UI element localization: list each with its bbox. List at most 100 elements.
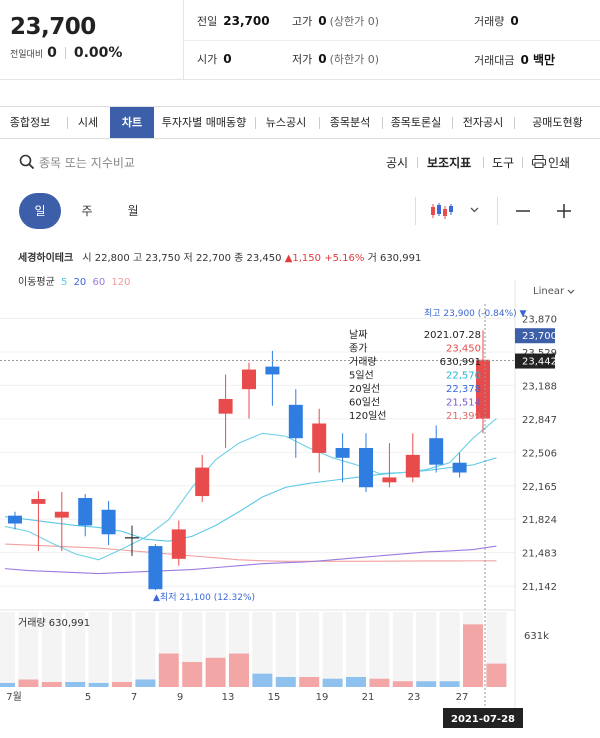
volume-bar <box>65 681 86 687</box>
chevron-down-icon[interactable] <box>470 207 479 213</box>
volume-bar <box>275 676 296 687</box>
tools-button[interactable]: 도구 <box>492 156 515 170</box>
tooltip-value: 21,399 <box>446 411 481 422</box>
candlestick-chart-type-icon[interactable] <box>430 201 454 221</box>
candle-body <box>125 537 139 539</box>
volume-bar <box>439 681 460 687</box>
volume-bar <box>158 653 179 687</box>
tooltip-key: 5일선 <box>349 370 374 382</box>
volume-bg <box>112 612 132 682</box>
volume-bg <box>182 612 203 662</box>
y-tick-label: 22,847 <box>522 415 557 426</box>
period-month-button[interactable]: 월 <box>127 204 139 218</box>
volume-bg <box>205 612 226 658</box>
volume-bg <box>158 612 179 654</box>
ma5-label: 5 <box>61 277 68 288</box>
volume-axis-label: 631k <box>524 631 549 642</box>
volume-bar <box>369 678 390 687</box>
candle-body <box>148 546 163 590</box>
tab-investor-trading[interactable]: 투자자별 매매동향 <box>161 116 247 129</box>
candle-body <box>31 498 46 504</box>
candle-body <box>476 359 490 419</box>
current-price-tag-bg <box>515 328 555 344</box>
x-tick-label: 7 <box>131 692 137 703</box>
volume-bg <box>392 612 413 682</box>
volume-bg <box>41 612 62 682</box>
tab-summary[interactable]: 종합정보 <box>9 116 51 129</box>
moving-average-legend[interactable]: 이동평균 5 20 60 120 <box>18 273 131 288</box>
zoom-in-icon[interactable] <box>556 203 572 219</box>
price-info-row: 세경하이테크 시 22,800 고 23,750 저 22,700 종 23,4… <box>18 253 422 264</box>
y-tick-label: 22,506 <box>522 448 557 459</box>
candle-body <box>429 438 444 465</box>
ma20-label: 20 <box>73 277 87 288</box>
volume-bar <box>41 681 62 687</box>
period-week-button[interactable]: 주 <box>81 204 93 218</box>
tooltip-key: 20일선 <box>349 383 380 395</box>
search-input[interactable]: 종목 또는 지수비교 <box>39 156 135 170</box>
print-button[interactable]: 인쇄 <box>548 156 571 170</box>
disclosure-button[interactable]: 공시 <box>386 156 409 170</box>
period-day-button[interactable]: 일 <box>19 193 61 229</box>
volume-label: 거래량 630,991 <box>18 617 90 629</box>
tab-chart[interactable]: 차트 <box>110 107 154 138</box>
volume-bar <box>463 624 483 687</box>
tab-disclosure[interactable]: 전자공시 <box>462 116 504 129</box>
prev-close: 전일 23,700 <box>197 14 270 28</box>
volume-bar <box>112 681 132 687</box>
info-change-pct: +5.16% <box>324 253 365 264</box>
volume-bar <box>416 681 437 687</box>
info-close: 23,450 <box>246 253 282 264</box>
tab-quotes[interactable]: 시세 <box>77 116 99 129</box>
ma5-line <box>4 418 497 561</box>
candle-body <box>54 511 69 518</box>
min-price-marker: ▲최저 21,100 (12.32%) <box>153 592 255 603</box>
indicators-button[interactable]: 보조지표 <box>427 156 472 170</box>
date-tag: 2021-07-28 <box>451 714 515 725</box>
volume-bg <box>0 612 15 683</box>
candle-body <box>312 423 327 453</box>
volume-bg <box>416 612 437 682</box>
change-label: 전일대비 <box>10 49 44 60</box>
candle-body <box>452 462 467 473</box>
search-icon[interactable] <box>19 154 35 170</box>
candle-body <box>8 515 22 524</box>
zoom-out-icon[interactable] <box>515 203 531 219</box>
candle-body <box>171 529 186 559</box>
x-tick-label: 7월 <box>6 691 22 703</box>
volume-bar <box>88 682 109 687</box>
volume-bg <box>18 612 39 680</box>
info-high: 23,750 <box>145 253 181 264</box>
volume-bg <box>369 612 390 679</box>
print-icon[interactable] <box>532 155 546 168</box>
tooltip-value: 22,570 <box>446 371 481 382</box>
y-tick-label: 23,529 <box>522 348 557 359</box>
crosshair-price-tag-bg <box>515 353 555 369</box>
y-tick-label: 22,165 <box>522 482 557 493</box>
tab-news[interactable]: 뉴스공시 <box>265 116 307 129</box>
volume-bar <box>182 661 203 687</box>
stock-chart[interactable]: 23,870 23,529 23,188 22,847 22,506 22,165 21,8… <box>0 280 600 738</box>
scale-type-select[interactable]: Linear <box>533 286 575 297</box>
high-price: 고가 0 (상한가 0) <box>292 14 380 28</box>
volume-bar <box>346 676 366 687</box>
x-tick-label: 27 <box>456 692 469 703</box>
low-price: 저가 0 (하한가 0) <box>292 52 380 66</box>
date-tag-bg <box>443 708 523 728</box>
tooltip-value: 22,378 <box>446 384 481 395</box>
y-tick-label: 21,142 <box>522 582 557 593</box>
volume-bar <box>18 679 39 687</box>
ma60-line <box>4 545 497 575</box>
tab-discussion[interactable]: 종목토론실 <box>390 116 442 129</box>
x-tick-label: 15 <box>268 692 281 703</box>
volume-bg <box>322 612 343 679</box>
candle-body <box>382 477 397 483</box>
volume-bar <box>135 679 156 687</box>
x-tick-label: 23 <box>408 692 421 703</box>
tab-short-selling[interactable]: 공매도현황 <box>532 116 583 129</box>
info-volume: 630,991 <box>379 253 422 264</box>
chevron-down-icon <box>567 289 575 294</box>
volume-bar <box>392 681 413 687</box>
tooltip-value: 630,991 <box>440 357 481 368</box>
tab-analysis[interactable]: 종목분석 <box>329 116 371 129</box>
